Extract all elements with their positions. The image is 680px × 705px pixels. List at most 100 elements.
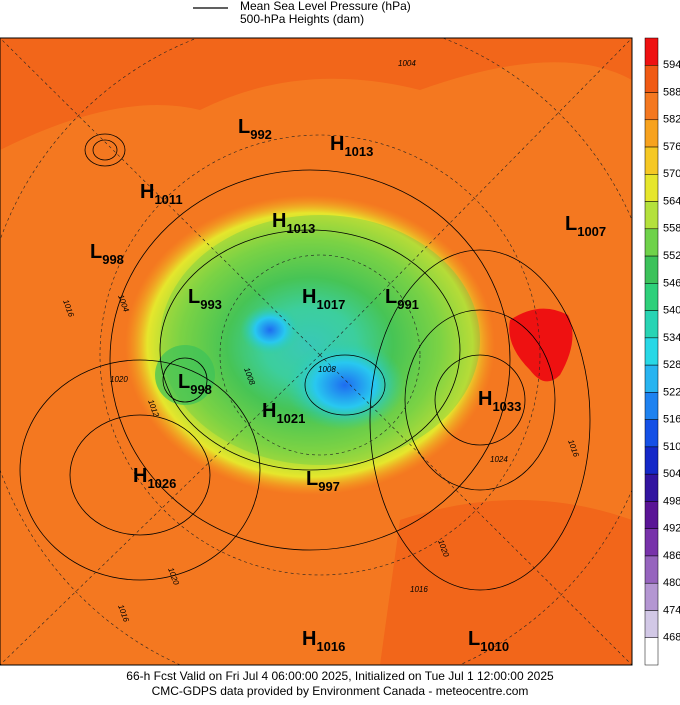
colorbar-label: 558: [663, 223, 680, 235]
pressure-center: L1007: [565, 213, 606, 239]
center-kind: L: [306, 468, 318, 490]
pressure-center: H1026: [133, 465, 176, 491]
colorbar-swatch: [644, 283, 659, 311]
pressure-center: H1013: [330, 133, 373, 159]
colorbar-label: 474: [663, 604, 680, 616]
footer-line: 66-h Fcst Valid on Fri Jul 4 06:00:00 20…: [126, 669, 554, 683]
center-kind: H: [478, 388, 492, 410]
colorbar-label: 594: [663, 59, 680, 71]
colorbar-label: 588: [663, 86, 680, 98]
center-value: 998: [102, 252, 124, 267]
colorbar-swatch: [644, 419, 659, 448]
pressure-center: H1033: [478, 388, 521, 414]
colorbar-swatch: [644, 255, 659, 284]
pressure-center: L992: [238, 116, 272, 142]
colorbar-label: 510: [663, 441, 680, 453]
center-value: 991: [397, 297, 419, 312]
isobar-label: 1004: [398, 59, 416, 68]
isobar-label: 1008: [318, 365, 336, 374]
center-value: 998: [190, 382, 212, 397]
colorbar-swatch: [644, 528, 659, 557]
pressure-center: L998: [90, 241, 124, 267]
colorbar-swatch: [644, 392, 659, 420]
center-value: 992: [250, 127, 272, 142]
colorbar-swatch: [644, 337, 659, 366]
colorbar-label: 522: [663, 386, 680, 398]
colorbar-swatch: [644, 364, 659, 393]
colorbar-label: 570: [663, 168, 680, 180]
center-value: 1007: [577, 224, 606, 239]
center-kind: H: [262, 400, 276, 422]
colorbar-swatch: [644, 582, 659, 611]
footer-line: CMC-GDPS data provided by Environment Ca…: [152, 684, 529, 698]
colorbar-swatch: [644, 65, 659, 93]
center-value: 1033: [492, 399, 521, 414]
center-value: 997: [318, 479, 340, 494]
colorbar-label: 552: [663, 250, 680, 262]
colorbar-label: 528: [663, 359, 680, 371]
center-value: 1013: [286, 221, 315, 236]
map-area: [0, 38, 632, 665]
center-kind: L: [178, 371, 190, 393]
colorbar-label: 468: [663, 632, 680, 644]
center-value: 1017: [316, 297, 345, 312]
center-kind: H: [133, 465, 147, 487]
colorbar-swatch: [644, 555, 659, 584]
center-kind: H: [302, 628, 316, 650]
isobar-label: 1020: [110, 375, 128, 384]
colorbar-swatch: [644, 92, 659, 121]
center-kind: H: [302, 286, 316, 308]
colorbar-swatch: [644, 228, 659, 257]
center-kind: H: [272, 210, 286, 232]
pressure-center: H1017: [302, 286, 345, 312]
colorbar-label: 480: [663, 577, 680, 589]
colorbar-label: 540: [663, 305, 680, 317]
colorbar-label: 546: [663, 277, 680, 289]
colorbar-swatch: [644, 310, 659, 339]
center-kind: L: [565, 213, 577, 235]
pressure-center: L997: [306, 468, 340, 494]
colorbar-label: 498: [663, 495, 680, 507]
center-kind: L: [188, 286, 200, 308]
colorbar: 594 588 582 576 570 564 558 552 546 540 534 528 522 5…: [644, 37, 680, 666]
center-kind: L: [468, 628, 480, 650]
colorbar-label: 486: [663, 550, 680, 562]
center-kind: H: [330, 133, 344, 155]
center-value: 993: [200, 297, 222, 312]
colorbar-swatch: [644, 146, 659, 175]
pressure-center: L991: [385, 286, 419, 312]
colorbar-swatch: [644, 446, 659, 475]
colorbar-label: 582: [663, 114, 680, 126]
colorbar-swatch: [644, 201, 659, 230]
map-frame: [0, 37, 633, 666]
center-value: 1016: [316, 639, 345, 654]
colorbar-label: 564: [663, 195, 680, 207]
colorbar-swatch: [644, 174, 659, 202]
isobar-label: 1024: [490, 455, 508, 464]
colorbar-swatch: [644, 473, 659, 502]
center-kind: L: [385, 286, 397, 308]
center-value: 1011: [154, 192, 182, 207]
colorbar-swatch: [644, 501, 659, 529]
center-kind: L: [90, 241, 102, 263]
pressure-center: H1016: [302, 628, 345, 654]
colorbar-label: 576: [663, 141, 680, 153]
colorbar-label: 492: [663, 523, 680, 535]
legend-line-title: Mean Sea Level Pressure (hPa): [240, 0, 411, 13]
colorbar-label: 534: [663, 332, 680, 344]
pressure-center: L993: [188, 286, 222, 312]
pressure-center: H1011: [140, 181, 183, 207]
center-value: 1010: [480, 639, 509, 654]
colorbar-label: 516: [663, 414, 680, 426]
pressure-center: H1021: [262, 400, 305, 426]
center-kind: L: [238, 116, 250, 138]
pressure-center: L998: [178, 371, 212, 397]
colorbar-swatch: [644, 610, 659, 638]
center-kind: H: [140, 181, 154, 203]
colorbar-swatch: [644, 637, 659, 666]
colorbar-label: 504: [663, 468, 680, 480]
pressure-center: L1010: [468, 628, 509, 654]
isobar-label: 1016: [410, 585, 428, 594]
center-value: 1021: [276, 411, 305, 426]
